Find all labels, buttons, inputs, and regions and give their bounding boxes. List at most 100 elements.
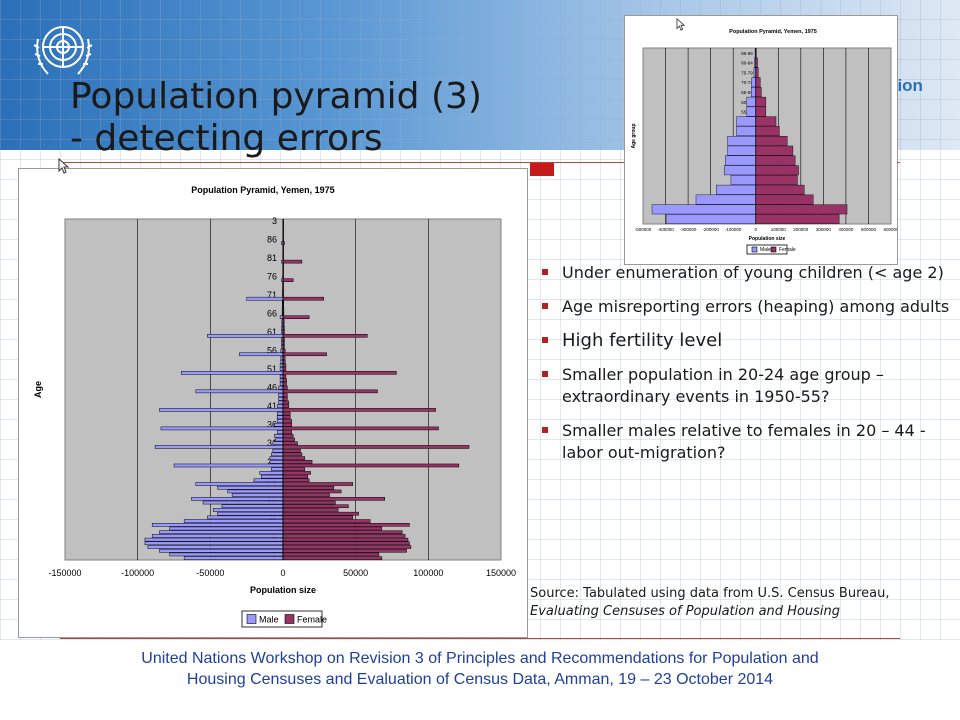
female-bar xyxy=(755,165,799,176)
y-tick-label: 61 xyxy=(267,327,277,337)
male-bar xyxy=(202,500,284,505)
x-tick-label: 300000 xyxy=(816,227,832,232)
male-bar xyxy=(276,404,284,408)
male-bar xyxy=(275,437,284,442)
male-bar xyxy=(695,194,756,205)
legend-swatch xyxy=(284,614,295,624)
male-bar xyxy=(272,448,284,453)
male-bar xyxy=(269,460,284,464)
y-tick-label: 66 xyxy=(267,309,277,319)
chart-title: Population Pyramid, Yemen, 1975 xyxy=(729,29,817,35)
x-tick-label: -150000 xyxy=(48,568,81,578)
male-bar xyxy=(746,96,756,107)
male-bar xyxy=(751,87,756,97)
male-bar xyxy=(221,504,284,509)
male-bar xyxy=(651,204,756,215)
x-axis-label: Population size xyxy=(250,585,316,595)
female-bar xyxy=(282,363,287,368)
female-bar xyxy=(282,556,383,560)
bullet-marker xyxy=(542,269,548,275)
x-tick-label: -200000 xyxy=(702,227,719,232)
female-bar xyxy=(282,508,339,512)
male-bar xyxy=(169,552,284,557)
female-bar xyxy=(282,478,310,483)
female-bar xyxy=(282,259,303,264)
male-bar xyxy=(159,548,284,553)
female-bar xyxy=(282,474,308,479)
accent-block xyxy=(530,163,554,176)
bullet-marker xyxy=(542,427,548,433)
male-bar xyxy=(269,456,284,460)
male-bar xyxy=(217,511,284,516)
female-bar xyxy=(282,500,336,505)
female-bar xyxy=(755,214,840,225)
y-axis-label: Age xyxy=(33,381,43,398)
male-bar xyxy=(278,400,284,405)
x-tick-label: 50000 xyxy=(343,568,368,578)
male-bar xyxy=(746,106,756,117)
legend-label: Male xyxy=(259,615,279,625)
y-tick-label: 41 xyxy=(267,401,277,411)
male-bar xyxy=(217,485,284,490)
female-bar xyxy=(282,437,295,442)
footer-line2: Housing Censuses and Evaluation of Censu… xyxy=(186,671,774,688)
legend-swatch xyxy=(246,614,257,624)
male-bar xyxy=(259,471,284,475)
female-bar xyxy=(282,460,313,464)
male-bar xyxy=(253,478,284,483)
source-prefix: Source: Tabulated using data from U.S. C… xyxy=(530,586,890,601)
legend-label: Female xyxy=(297,615,327,625)
female-bar xyxy=(282,400,290,405)
male-bar xyxy=(666,214,756,225)
male-bar xyxy=(727,135,756,146)
female-bar xyxy=(282,523,410,527)
female-bar xyxy=(282,374,287,379)
female-bar xyxy=(755,87,762,97)
bullet-item: Under enumeration of young children (< a… xyxy=(540,262,955,284)
legend-box xyxy=(241,610,323,628)
mouse-cursor-icon xyxy=(58,157,70,178)
male-bar xyxy=(716,184,756,195)
female-bar xyxy=(282,519,371,523)
footer: United Nations Workshop on Revision 3 of… xyxy=(40,648,920,690)
male-bar xyxy=(279,363,284,368)
male-bar xyxy=(725,155,756,166)
y-tick-label: 76 xyxy=(267,271,277,281)
male-bar xyxy=(278,396,284,401)
bullet-text: Under enumeration of young children (< a… xyxy=(562,263,944,282)
male-bar xyxy=(751,77,756,88)
female-bar xyxy=(282,422,292,427)
slide-title-line1: Population pyramid (3) xyxy=(70,76,482,117)
male-bar xyxy=(239,352,284,357)
male-bar xyxy=(727,145,756,156)
female-bar xyxy=(282,441,298,446)
female-bar xyxy=(282,552,380,557)
x-tick-label: 100000 xyxy=(413,568,443,578)
female-bar xyxy=(282,426,439,431)
y-tick-label: 86 xyxy=(267,234,277,244)
female-bar xyxy=(282,419,292,423)
y-tick-label: 65-69 xyxy=(741,90,753,95)
male-bar xyxy=(271,467,284,471)
female-bar xyxy=(282,389,378,394)
x-tick-label: 100000 xyxy=(771,227,787,232)
male-bar xyxy=(274,434,284,438)
male-bar xyxy=(279,367,284,371)
source-note: Source: Tabulated using data from U.S. C… xyxy=(530,585,950,621)
y-tick-label: 85-89 xyxy=(741,51,753,56)
female-bar xyxy=(755,77,761,88)
female-bar xyxy=(282,548,407,553)
y-tick-label: 70-74 xyxy=(741,80,753,85)
female-bar xyxy=(282,396,288,401)
chart-title: Population Pyramid, Yemen, 1975 xyxy=(191,185,334,195)
x-tick-label: 0 xyxy=(280,568,285,578)
female-bar xyxy=(282,482,354,486)
female-bar xyxy=(282,430,292,434)
male-bar xyxy=(195,482,284,486)
male-bar xyxy=(181,371,284,375)
bullet-list: Under enumeration of young children (< a… xyxy=(540,262,955,476)
bullet-item: Smaller population in 20-24 age group – … xyxy=(540,364,955,408)
y-tick-label: 75-79 xyxy=(741,70,753,75)
female-bar xyxy=(282,296,324,301)
female-bar xyxy=(282,385,288,390)
